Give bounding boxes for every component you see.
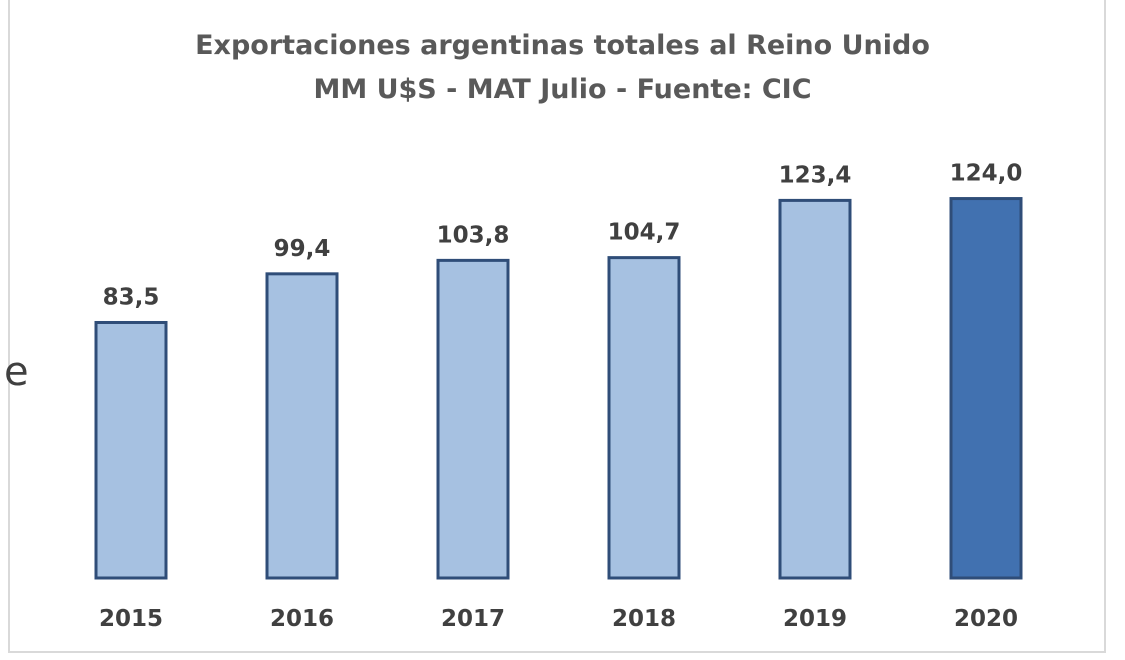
data-label-2020: 124,0	[950, 161, 1023, 187]
data-label-2018: 104,7	[608, 220, 681, 246]
data-label-2015: 83,5	[103, 284, 160, 310]
bar-2017	[438, 260, 508, 578]
bar-2018	[609, 258, 679, 578]
x-tick-label-2018: 2018	[612, 606, 676, 632]
x-tick-label-2015: 2015	[99, 606, 163, 632]
bar-2015	[96, 322, 166, 578]
x-tick-label-2016: 2016	[270, 606, 334, 632]
x-tick-label-2020: 2020	[954, 606, 1018, 632]
x-tick-label-2017: 2017	[441, 606, 505, 632]
data-label-2016: 99,4	[274, 236, 331, 262]
data-label-2019: 123,4	[779, 162, 852, 188]
bar-2016	[267, 274, 337, 578]
data-label-2017: 103,8	[437, 222, 510, 248]
bar-2019	[780, 200, 850, 578]
bar-2020	[951, 199, 1021, 578]
x-tick-label-2019: 2019	[783, 606, 847, 632]
